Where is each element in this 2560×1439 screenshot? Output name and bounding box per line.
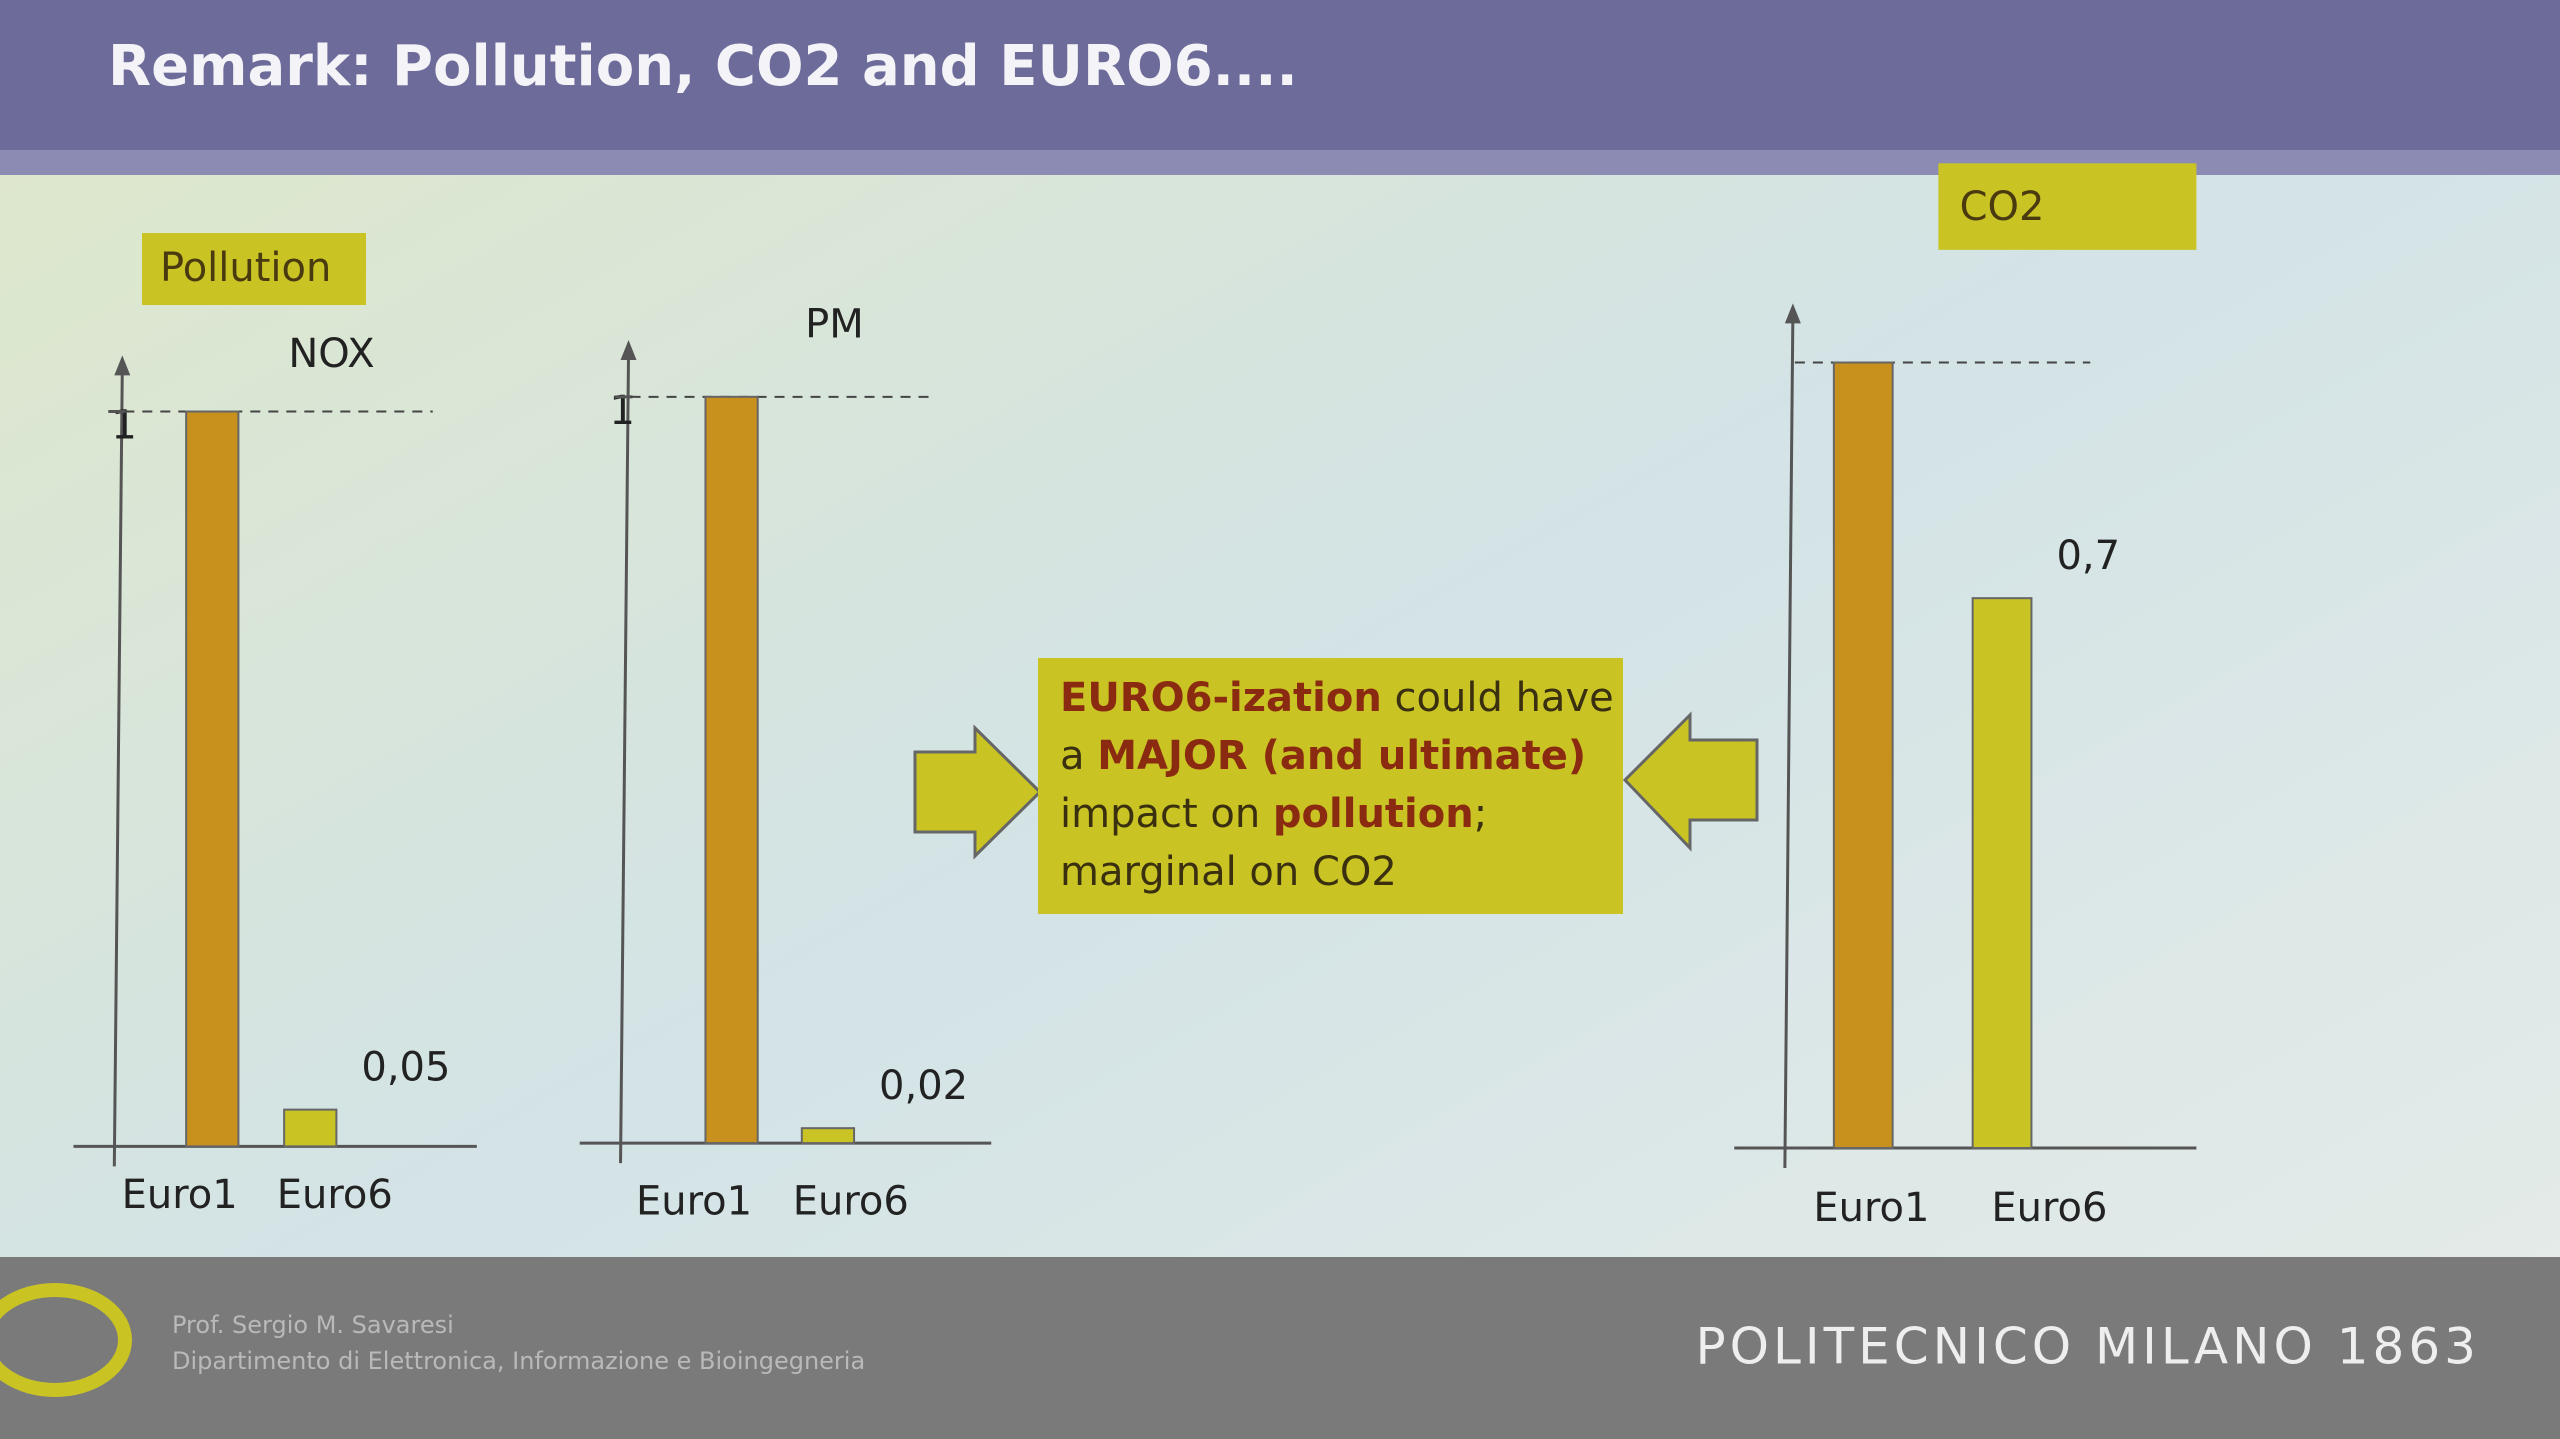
chart-title-box <box>1938 163 2197 250</box>
x-tick-label: Euro1 <box>1813 1185 1929 1231</box>
y-tick-label: 1 <box>609 388 634 434</box>
callout-run: could have <box>1382 675 1614 721</box>
y-axis-arrow <box>114 355 131 376</box>
x-tick-label: Euro1 <box>122 1172 238 1218</box>
y-axis <box>619 352 631 1164</box>
callout-line: EURO6-ization could have <box>1060 675 1614 721</box>
callout-run: EURO6-ization <box>1060 675 1382 721</box>
callout-run: ; <box>1474 791 1487 837</box>
x-tick-label: Euro6 <box>793 1179 909 1225</box>
callout-run: marginal on CO2 <box>1060 849 1397 895</box>
bar <box>185 410 240 1148</box>
x-tick-label: Euro6 <box>1991 1185 2107 1231</box>
section-label: Pollution <box>160 245 331 291</box>
value-label: 0,02 <box>879 1063 968 1109</box>
x-tick-label: Euro1 <box>636 1179 752 1225</box>
value-label: 0,7 <box>2056 533 2120 579</box>
logo <box>0 1283 132 1397</box>
bar <box>283 1108 338 1148</box>
callout-line: impact on pollution; <box>1060 791 1487 837</box>
y-axis <box>112 367 124 1167</box>
callout-run: impact on <box>1060 791 1273 837</box>
callout-run: a <box>1060 733 1097 779</box>
footer-bar <box>0 1257 2560 1439</box>
footer-department: Dipartimento di Elettronica, Informazion… <box>172 1347 865 1375</box>
chart-title: CO2 <box>1960 184 2045 230</box>
callout-run: pollution <box>1273 791 1474 837</box>
chart-title: NOX <box>288 331 374 377</box>
y-tick-label: 1 <box>111 403 136 449</box>
section-box <box>142 233 366 305</box>
arrow-right <box>913 724 1043 860</box>
title-bar <box>0 0 2560 175</box>
bar <box>704 395 759 1145</box>
bar <box>800 1127 856 1145</box>
callout-run: MAJOR (and ultimate) <box>1097 733 1586 779</box>
y-axis-arrow <box>1784 303 1801 324</box>
bar <box>1832 361 1894 1149</box>
slide-title: Remark: Pollution, CO2 and EURO6.... <box>108 34 1298 99</box>
bar <box>1971 597 2033 1149</box>
arrow-left <box>1622 711 1759 852</box>
y-axis-arrow <box>620 340 637 361</box>
y-axis <box>1783 315 1795 1169</box>
footer-institution: POLITECNICO MILANO 1863 <box>1696 1318 2480 1376</box>
callout-line: a MAJOR (and ultimate) <box>1060 733 1586 779</box>
chart-title: PM <box>805 302 864 348</box>
footer-author: Prof. Sergio M. Savaresi <box>172 1311 454 1339</box>
callout-line: marginal on CO2 <box>1060 849 1397 895</box>
callout: EURO6-ization could have a MAJOR (and ult… <box>1060 675 1614 895</box>
callout-box <box>1038 658 1623 914</box>
x-tick-label: Euro6 <box>277 1172 393 1218</box>
value-label: 0,05 <box>361 1045 450 1091</box>
